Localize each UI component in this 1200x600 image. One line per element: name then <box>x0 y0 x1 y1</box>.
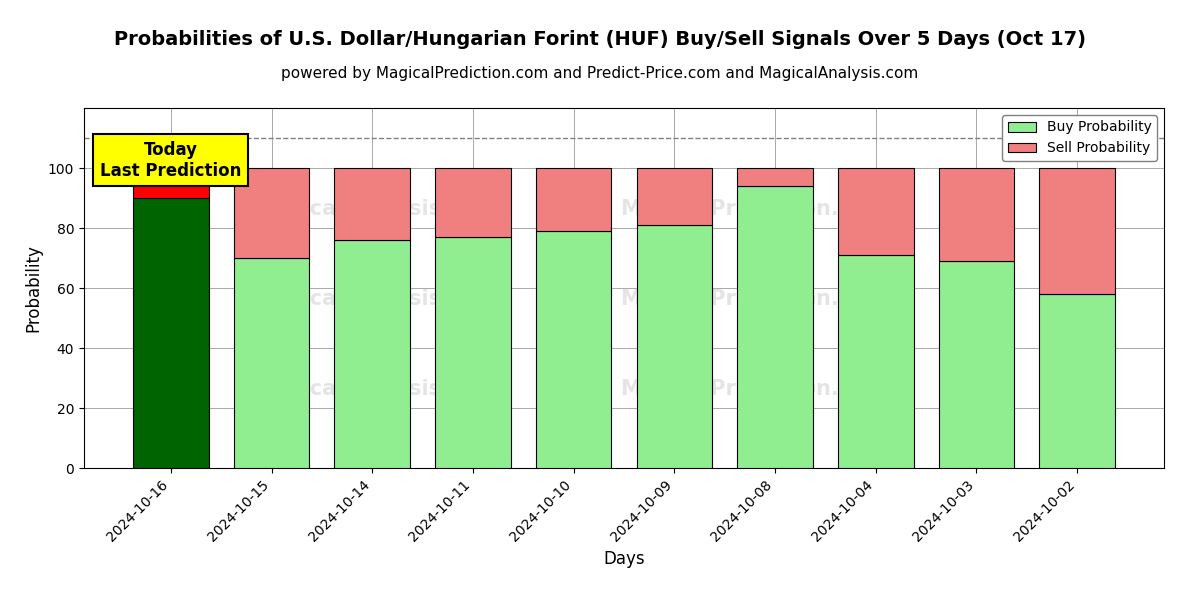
Text: Today
Last Prediction: Today Last Prediction <box>100 141 241 180</box>
Text: Probabilities of U.S. Dollar/Hungarian Forint (HUF) Buy/Sell Signals Over 5 Days: Probabilities of U.S. Dollar/Hungarian F… <box>114 30 1086 49</box>
Bar <box>536 168 612 231</box>
Bar <box>1039 168 1115 294</box>
Bar <box>436 168 511 237</box>
Bar <box>436 237 511 468</box>
X-axis label: Days: Days <box>604 550 644 568</box>
Text: MagicalPrediction.com: MagicalPrediction.com <box>620 199 887 219</box>
Text: MagicalPrediction.com: MagicalPrediction.com <box>620 289 887 309</box>
Bar <box>636 225 712 468</box>
Text: MagicalAnalysis.com: MagicalAnalysis.com <box>253 379 498 399</box>
Y-axis label: Probability: Probability <box>24 244 42 332</box>
Bar <box>133 198 209 468</box>
Bar <box>636 168 712 225</box>
Bar <box>536 231 612 468</box>
Text: MagicalAnalysis.com: MagicalAnalysis.com <box>253 289 498 309</box>
Bar <box>335 168 410 240</box>
Bar <box>1039 294 1115 468</box>
Bar <box>737 186 812 468</box>
Legend: Buy Probability, Sell Probability: Buy Probability, Sell Probability <box>1002 115 1157 161</box>
Bar <box>234 258 310 468</box>
Bar <box>737 168 812 186</box>
Bar <box>938 168 1014 261</box>
Text: MagicalPrediction.com: MagicalPrediction.com <box>620 379 887 399</box>
Text: powered by MagicalPrediction.com and Predict-Price.com and MagicalAnalysis.com: powered by MagicalPrediction.com and Pre… <box>281 66 919 81</box>
Bar <box>938 261 1014 468</box>
Bar <box>838 255 913 468</box>
Bar <box>335 240 410 468</box>
Bar <box>838 168 913 255</box>
Text: MagicalAnalysis.com: MagicalAnalysis.com <box>253 199 498 219</box>
Bar <box>133 168 209 198</box>
Bar <box>234 168 310 258</box>
